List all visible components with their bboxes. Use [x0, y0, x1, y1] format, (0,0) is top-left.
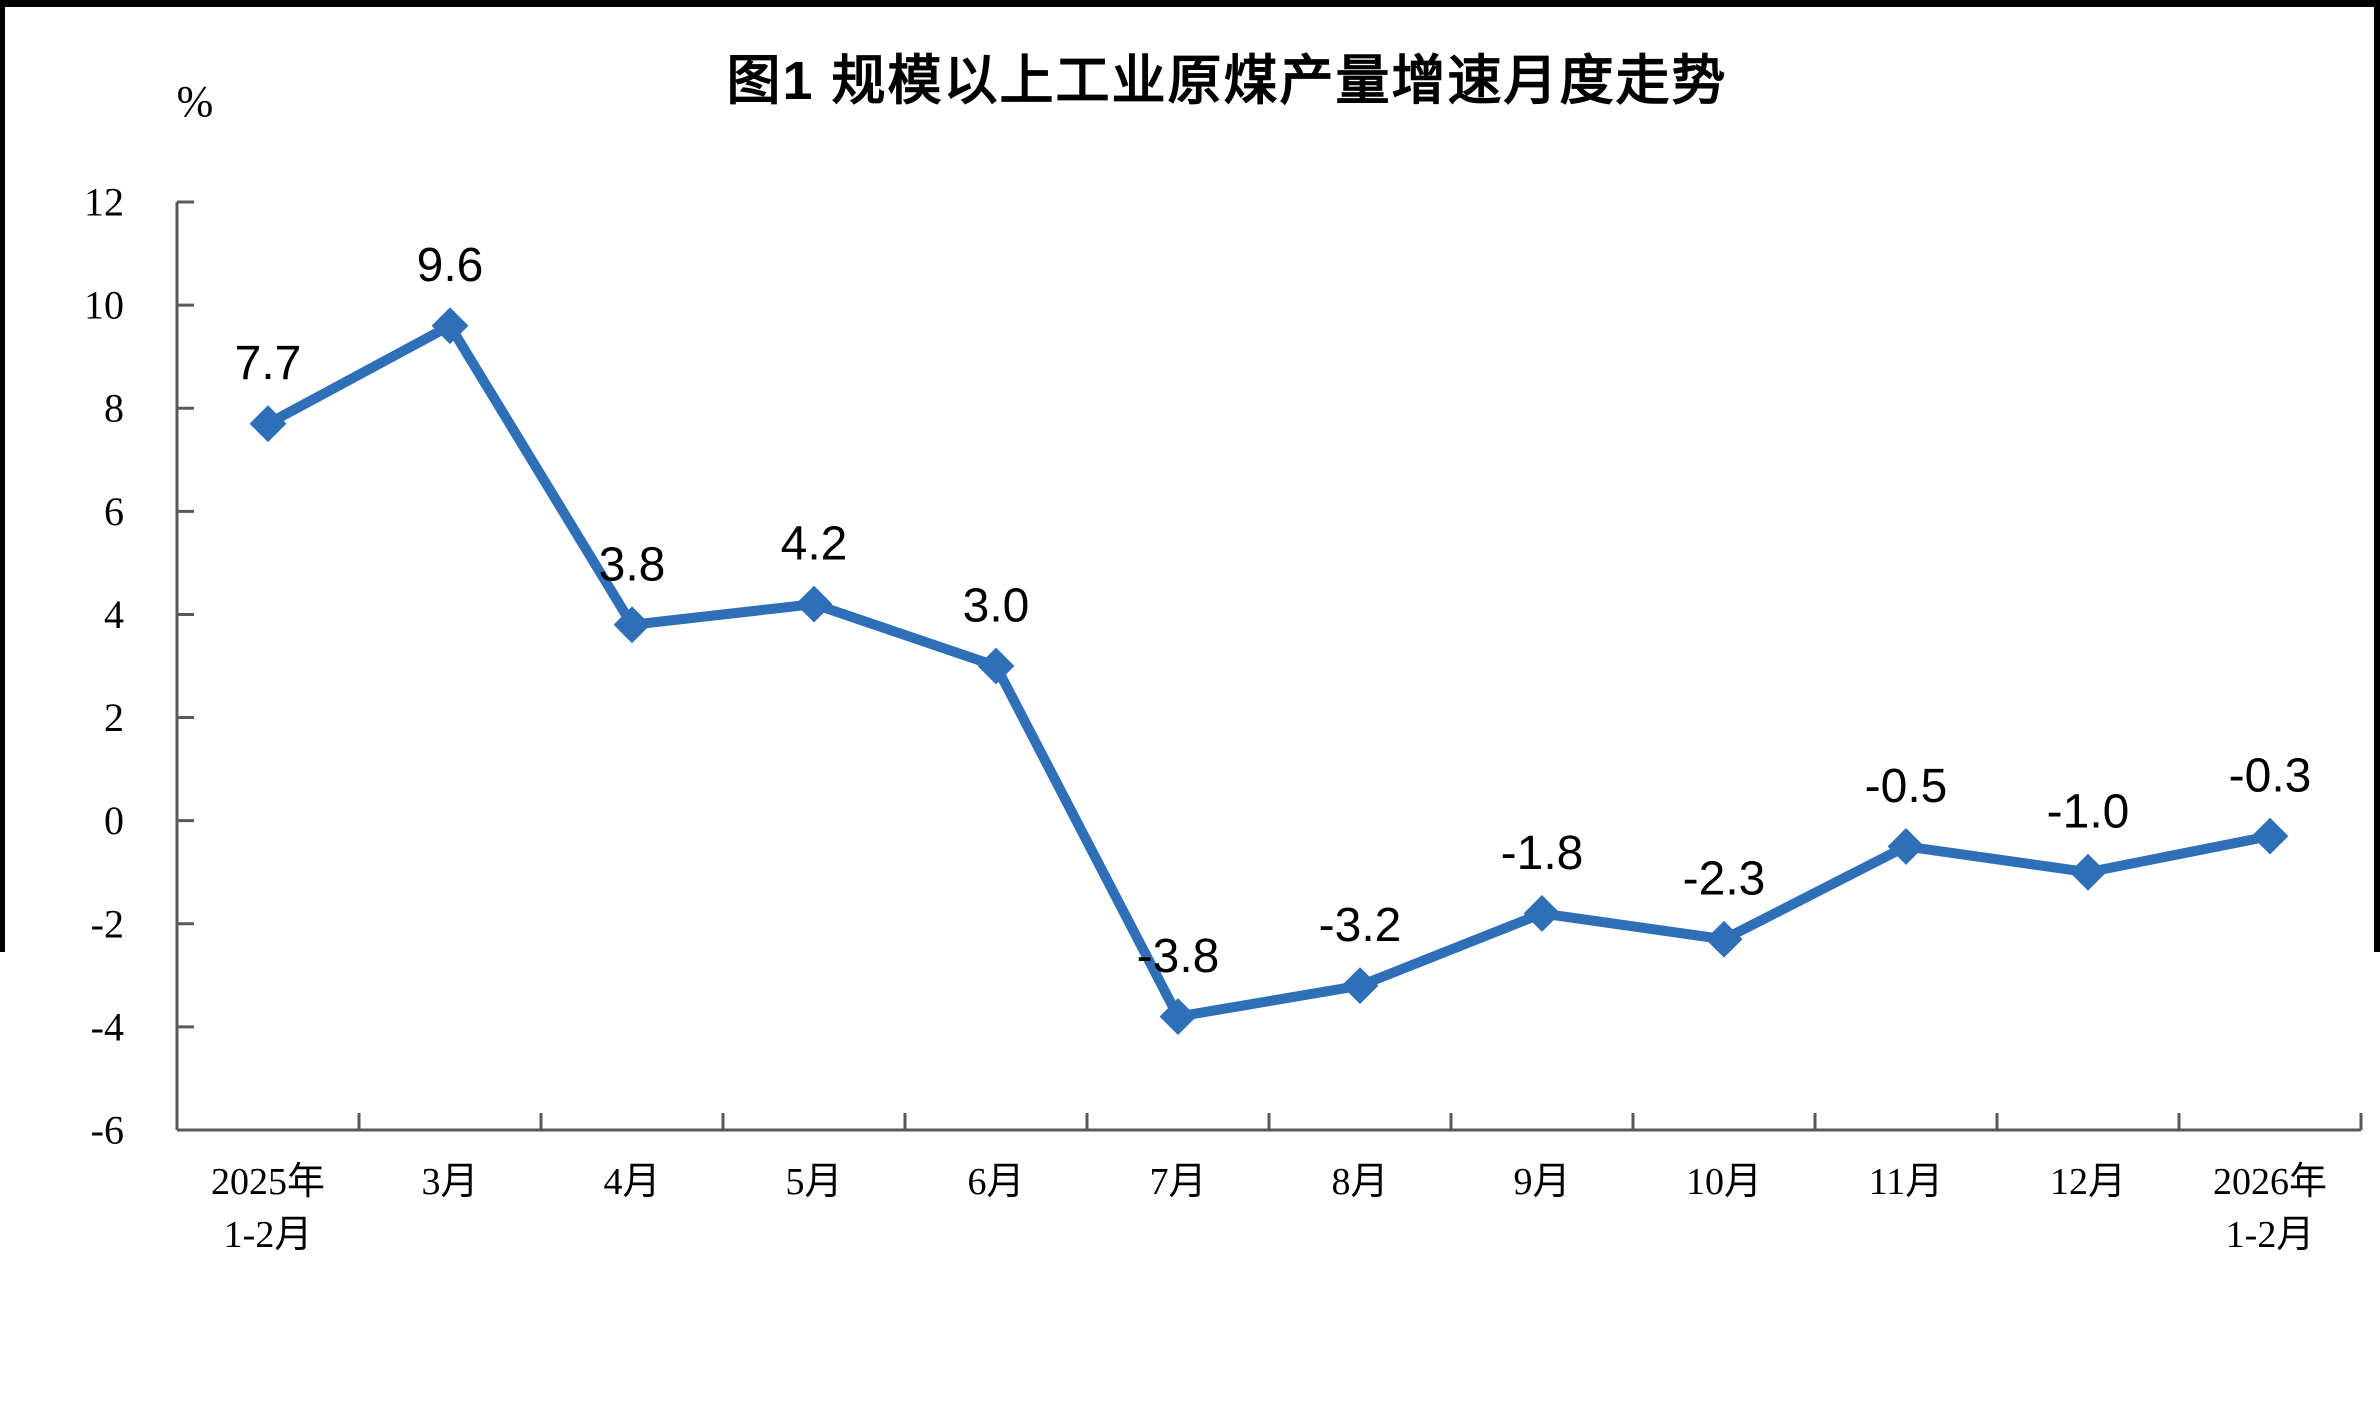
y-tick-label: 0 — [104, 798, 124, 843]
data-point-marker — [249, 405, 287, 443]
x-category-label: 10月 — [1686, 1161, 1762, 1203]
data-point-marker — [977, 647, 1015, 685]
data-point-marker — [2251, 817, 2289, 855]
data-point-label: -3.2 — [1319, 899, 1402, 952]
screenshot-border-top — [0, 0, 2380, 7]
data-point-label: -0.3 — [2229, 750, 2312, 803]
data-point-label: -3.8 — [1137, 930, 1220, 983]
screenshot-border-left — [0, 0, 5, 952]
data-point-label: -1.0 — [2047, 786, 2130, 839]
data-point-marker — [1523, 895, 1561, 932]
x-category-label: 9月 — [1513, 1161, 1570, 1203]
data-point-label: 9.6 — [417, 239, 484, 292]
x-category-label: 12月 — [2050, 1161, 2126, 1203]
data-point-label: -2.3 — [1683, 853, 1766, 906]
y-tick-label: 10 — [84, 283, 124, 328]
data-point-marker — [613, 606, 651, 644]
x-category-label: 11月 — [1869, 1161, 1944, 1203]
data-point-marker — [1341, 967, 1379, 1005]
x-category-label: 5月 — [785, 1161, 842, 1203]
data-point-label: -0.5 — [1865, 760, 1948, 813]
chart-title: 图1 规模以上工业原煤产量增速月度走势 — [726, 51, 1728, 111]
data-point-marker — [1887, 828, 1925, 865]
y-tick-label: -4 — [91, 1004, 124, 1049]
y-tick-label: 12 — [84, 180, 124, 225]
data-point-marker — [1705, 920, 1743, 958]
trend-line — [263, 320, 2275, 1022]
data-point-label: 3.8 — [599, 538, 666, 591]
data-point-label: -1.8 — [1501, 827, 1584, 880]
y-tick-label: 4 — [104, 592, 124, 637]
y-tick-label: 6 — [104, 489, 124, 534]
x-category-label: 1-2月 — [2226, 1214, 2315, 1256]
data-point-marker — [1159, 998, 1197, 1035]
y-axis-unit-label: % — [176, 77, 214, 126]
data-point-marker — [431, 307, 469, 345]
x-category-label: 4月 — [603, 1161, 660, 1203]
y-tick-label: 2 — [104, 695, 124, 740]
screenshot-border-right — [2374, 0, 2380, 952]
data-point-label: 4.2 — [781, 518, 848, 571]
y-tick-label: 8 — [104, 386, 124, 431]
data-point-label: 3.0 — [963, 580, 1030, 633]
x-category-label: 2026年 — [2213, 1161, 2327, 1203]
x-category-label: 6月 — [967, 1161, 1024, 1203]
x-category-label: 3月 — [421, 1161, 478, 1203]
y-tick-label: -2 — [91, 901, 124, 946]
y-tick-label: -6 — [91, 1108, 124, 1153]
data-point-marker — [2069, 853, 2107, 891]
x-category-label: 7月 — [1149, 1161, 1206, 1203]
data-point-marker — [795, 585, 833, 623]
x-category-label: 2025年 — [211, 1161, 325, 1203]
data-point-label: 7.7 — [235, 337, 302, 390]
x-category-label: 8月 — [1331, 1161, 1388, 1203]
x-category-label: 1-2月 — [224, 1214, 313, 1256]
